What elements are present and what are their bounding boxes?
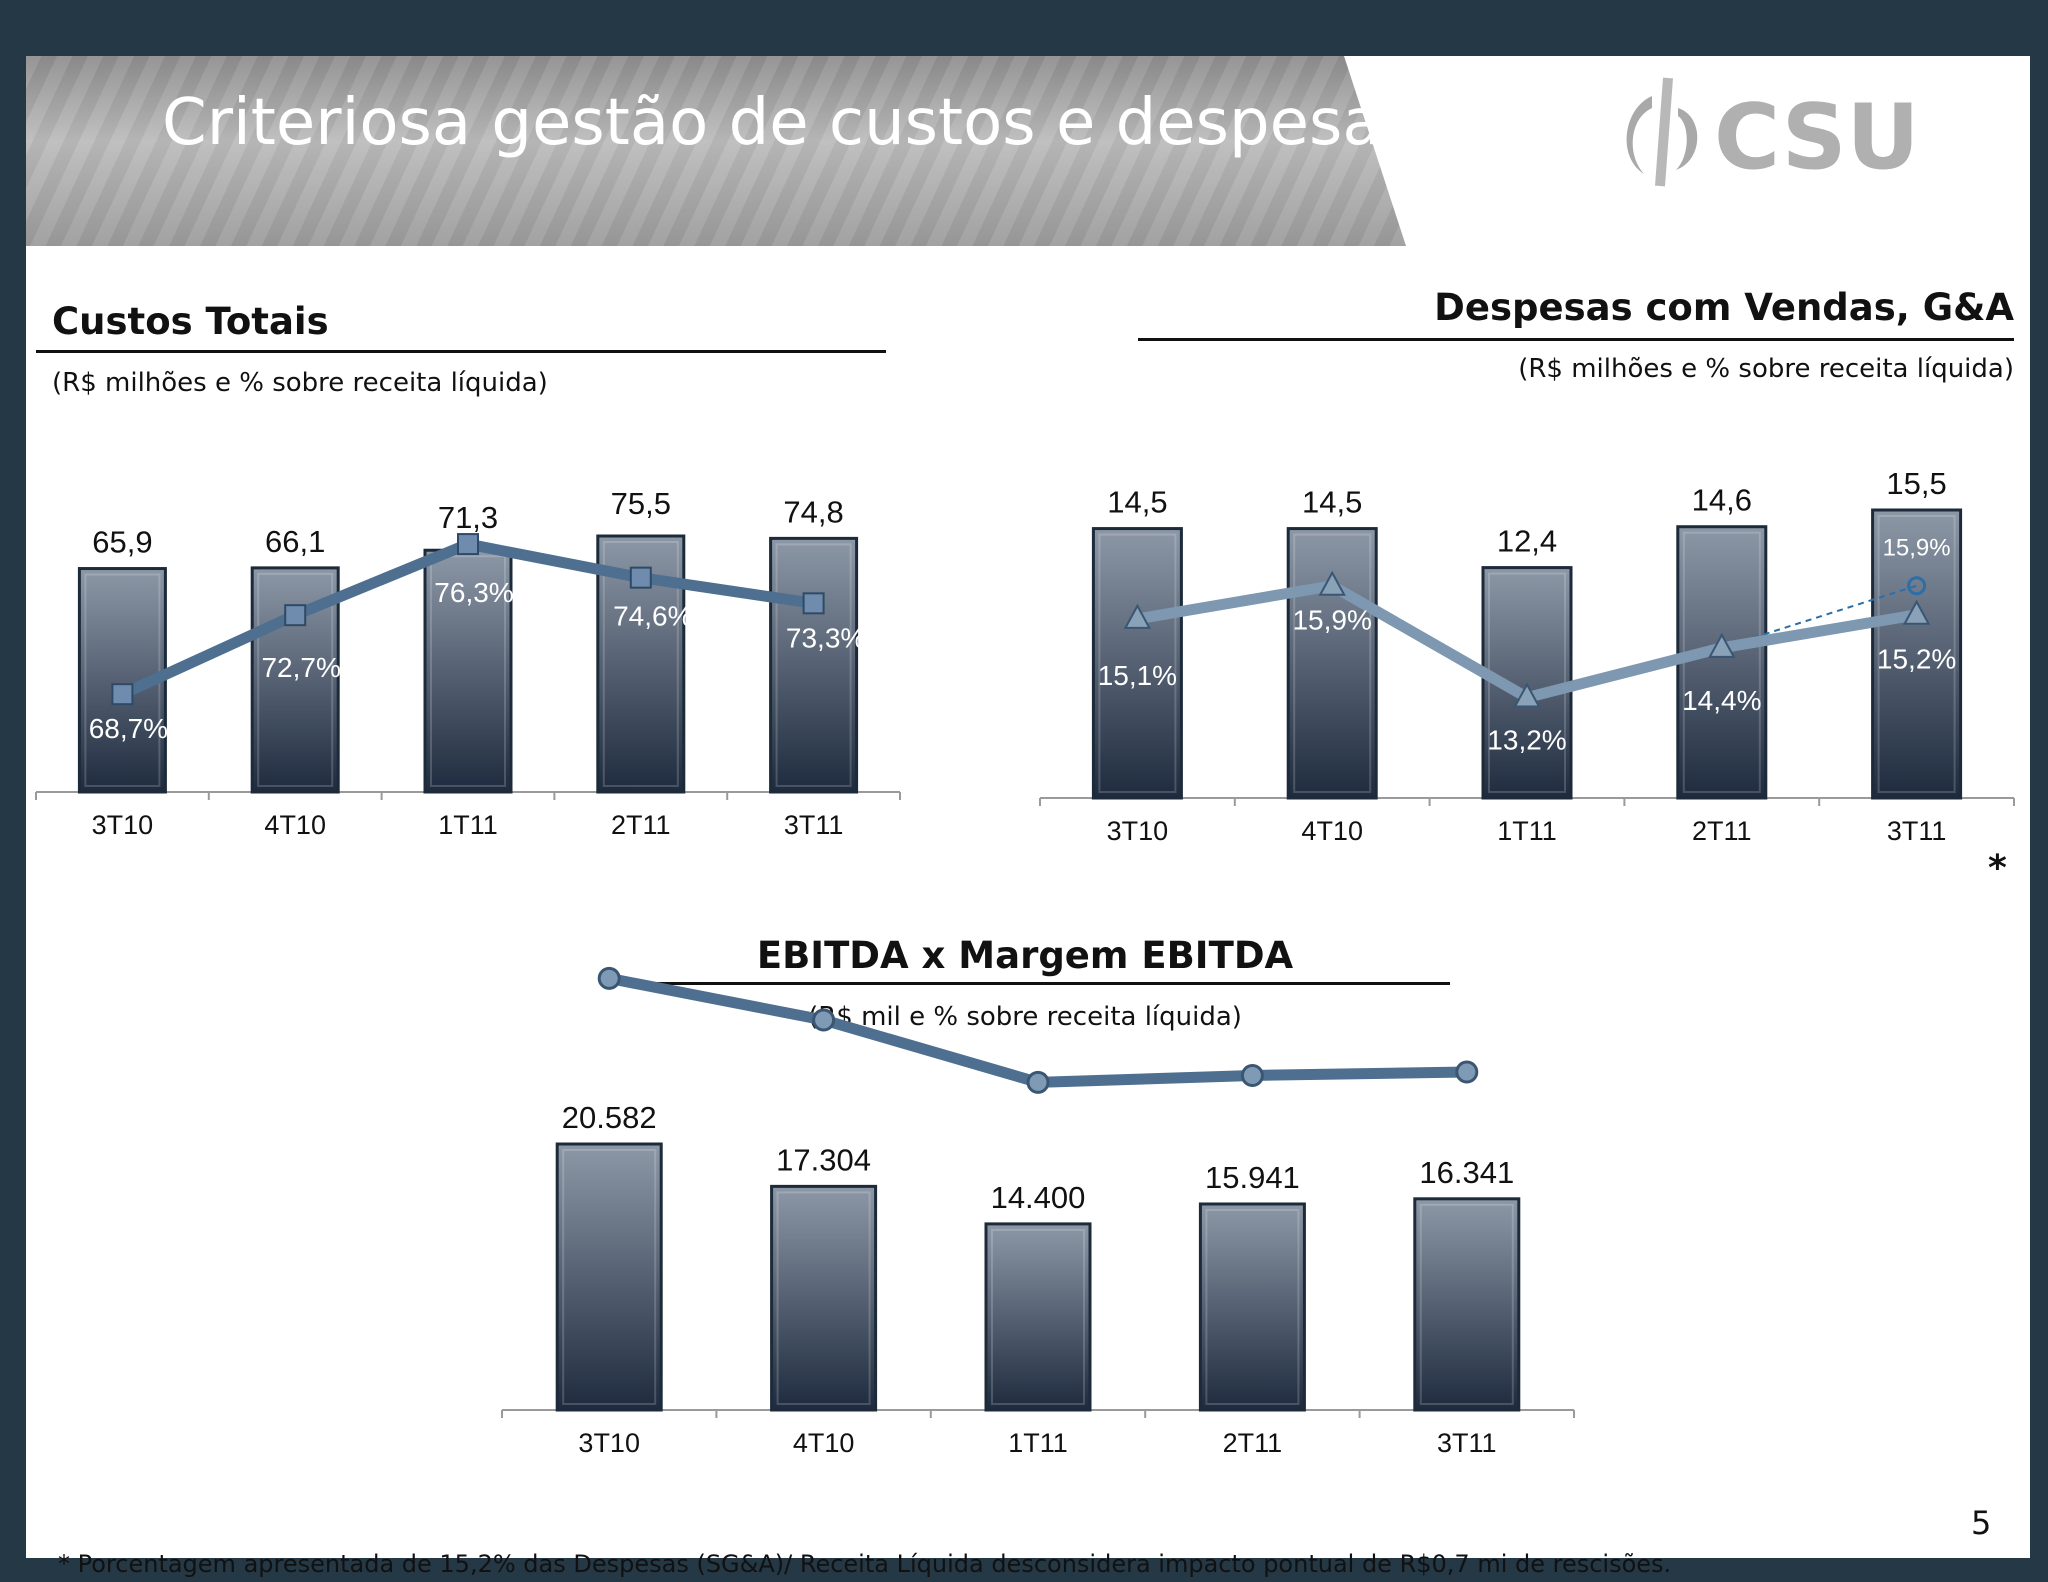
slide-content: Criteriosa gestão de custos e despesas C… (26, 56, 2030, 1578)
csu-logo: CSU (1626, 77, 1920, 190)
bar (769, 536, 859, 794)
percentage-marker (111, 683, 134, 706)
csu-logo-mark-icon (1626, 77, 1698, 187)
bar-value-label: 71,3 (438, 500, 498, 535)
percentage-label: 74,6% (613, 601, 692, 632)
bar-value-label: 65,9 (92, 525, 152, 560)
category-label: 3T10 (92, 810, 154, 840)
chart-1-subtitle: (R$ milhões e % sobre receita líquida) (52, 368, 548, 398)
category-label: 3T11 (784, 810, 844, 840)
bar-inner-edge (430, 555, 506, 787)
percentage-marker (802, 592, 825, 615)
bar-inner-edge (602, 541, 679, 787)
bar-value-label: 74,8 (783, 494, 843, 529)
category-label: 4T10 (264, 810, 326, 840)
percentage-label: 76,3% (434, 577, 513, 608)
percentage-marker (629, 566, 652, 589)
category-label: 1T11 (438, 810, 498, 840)
footnote: * Porcentagem apresentada de 15,2% das D… (58, 1550, 1672, 1578)
percentage-marker (457, 533, 479, 556)
category-label: 2T11 (611, 810, 671, 840)
bar-value-label: 75,5 (611, 486, 671, 521)
csu-logo-text: CSU (1714, 85, 1920, 190)
page-number: 5 (1971, 1504, 1992, 1542)
chart-1-title-rule (36, 350, 886, 353)
title-banner (26, 56, 1406, 246)
percentage-label: 72,7% (261, 652, 340, 683)
percentage-label: 68,7% (89, 713, 168, 744)
bar-inner-edge (257, 572, 334, 788)
slide-title: Criteriosa gestão de custos e despesas (162, 86, 1415, 160)
chart-2-title-rule (1138, 338, 2014, 341)
bar-inner-edge (775, 543, 852, 787)
chart-3-title: EBITDA x Margem EBITDA (756, 934, 1294, 977)
chart-2-title: Despesas com Vendas, G&A (1434, 286, 2014, 329)
bar (423, 548, 513, 794)
chart-2-subtitle: (R$ milhões e % sobre receita líquida) (1518, 354, 2014, 384)
custos-totais-chart: 65,9 3T10 66,1 4T10 71,3 1T11 75,5 2T11 74,8 3T11… (35, 486, 901, 840)
percentage-marker (284, 604, 307, 627)
chart-1-title: Custos Totais (52, 300, 329, 343)
asterisk-mark: * (1988, 848, 2007, 889)
bar-value-label: 66,1 (265, 524, 325, 559)
percentage-label: 73,3% (786, 622, 865, 653)
